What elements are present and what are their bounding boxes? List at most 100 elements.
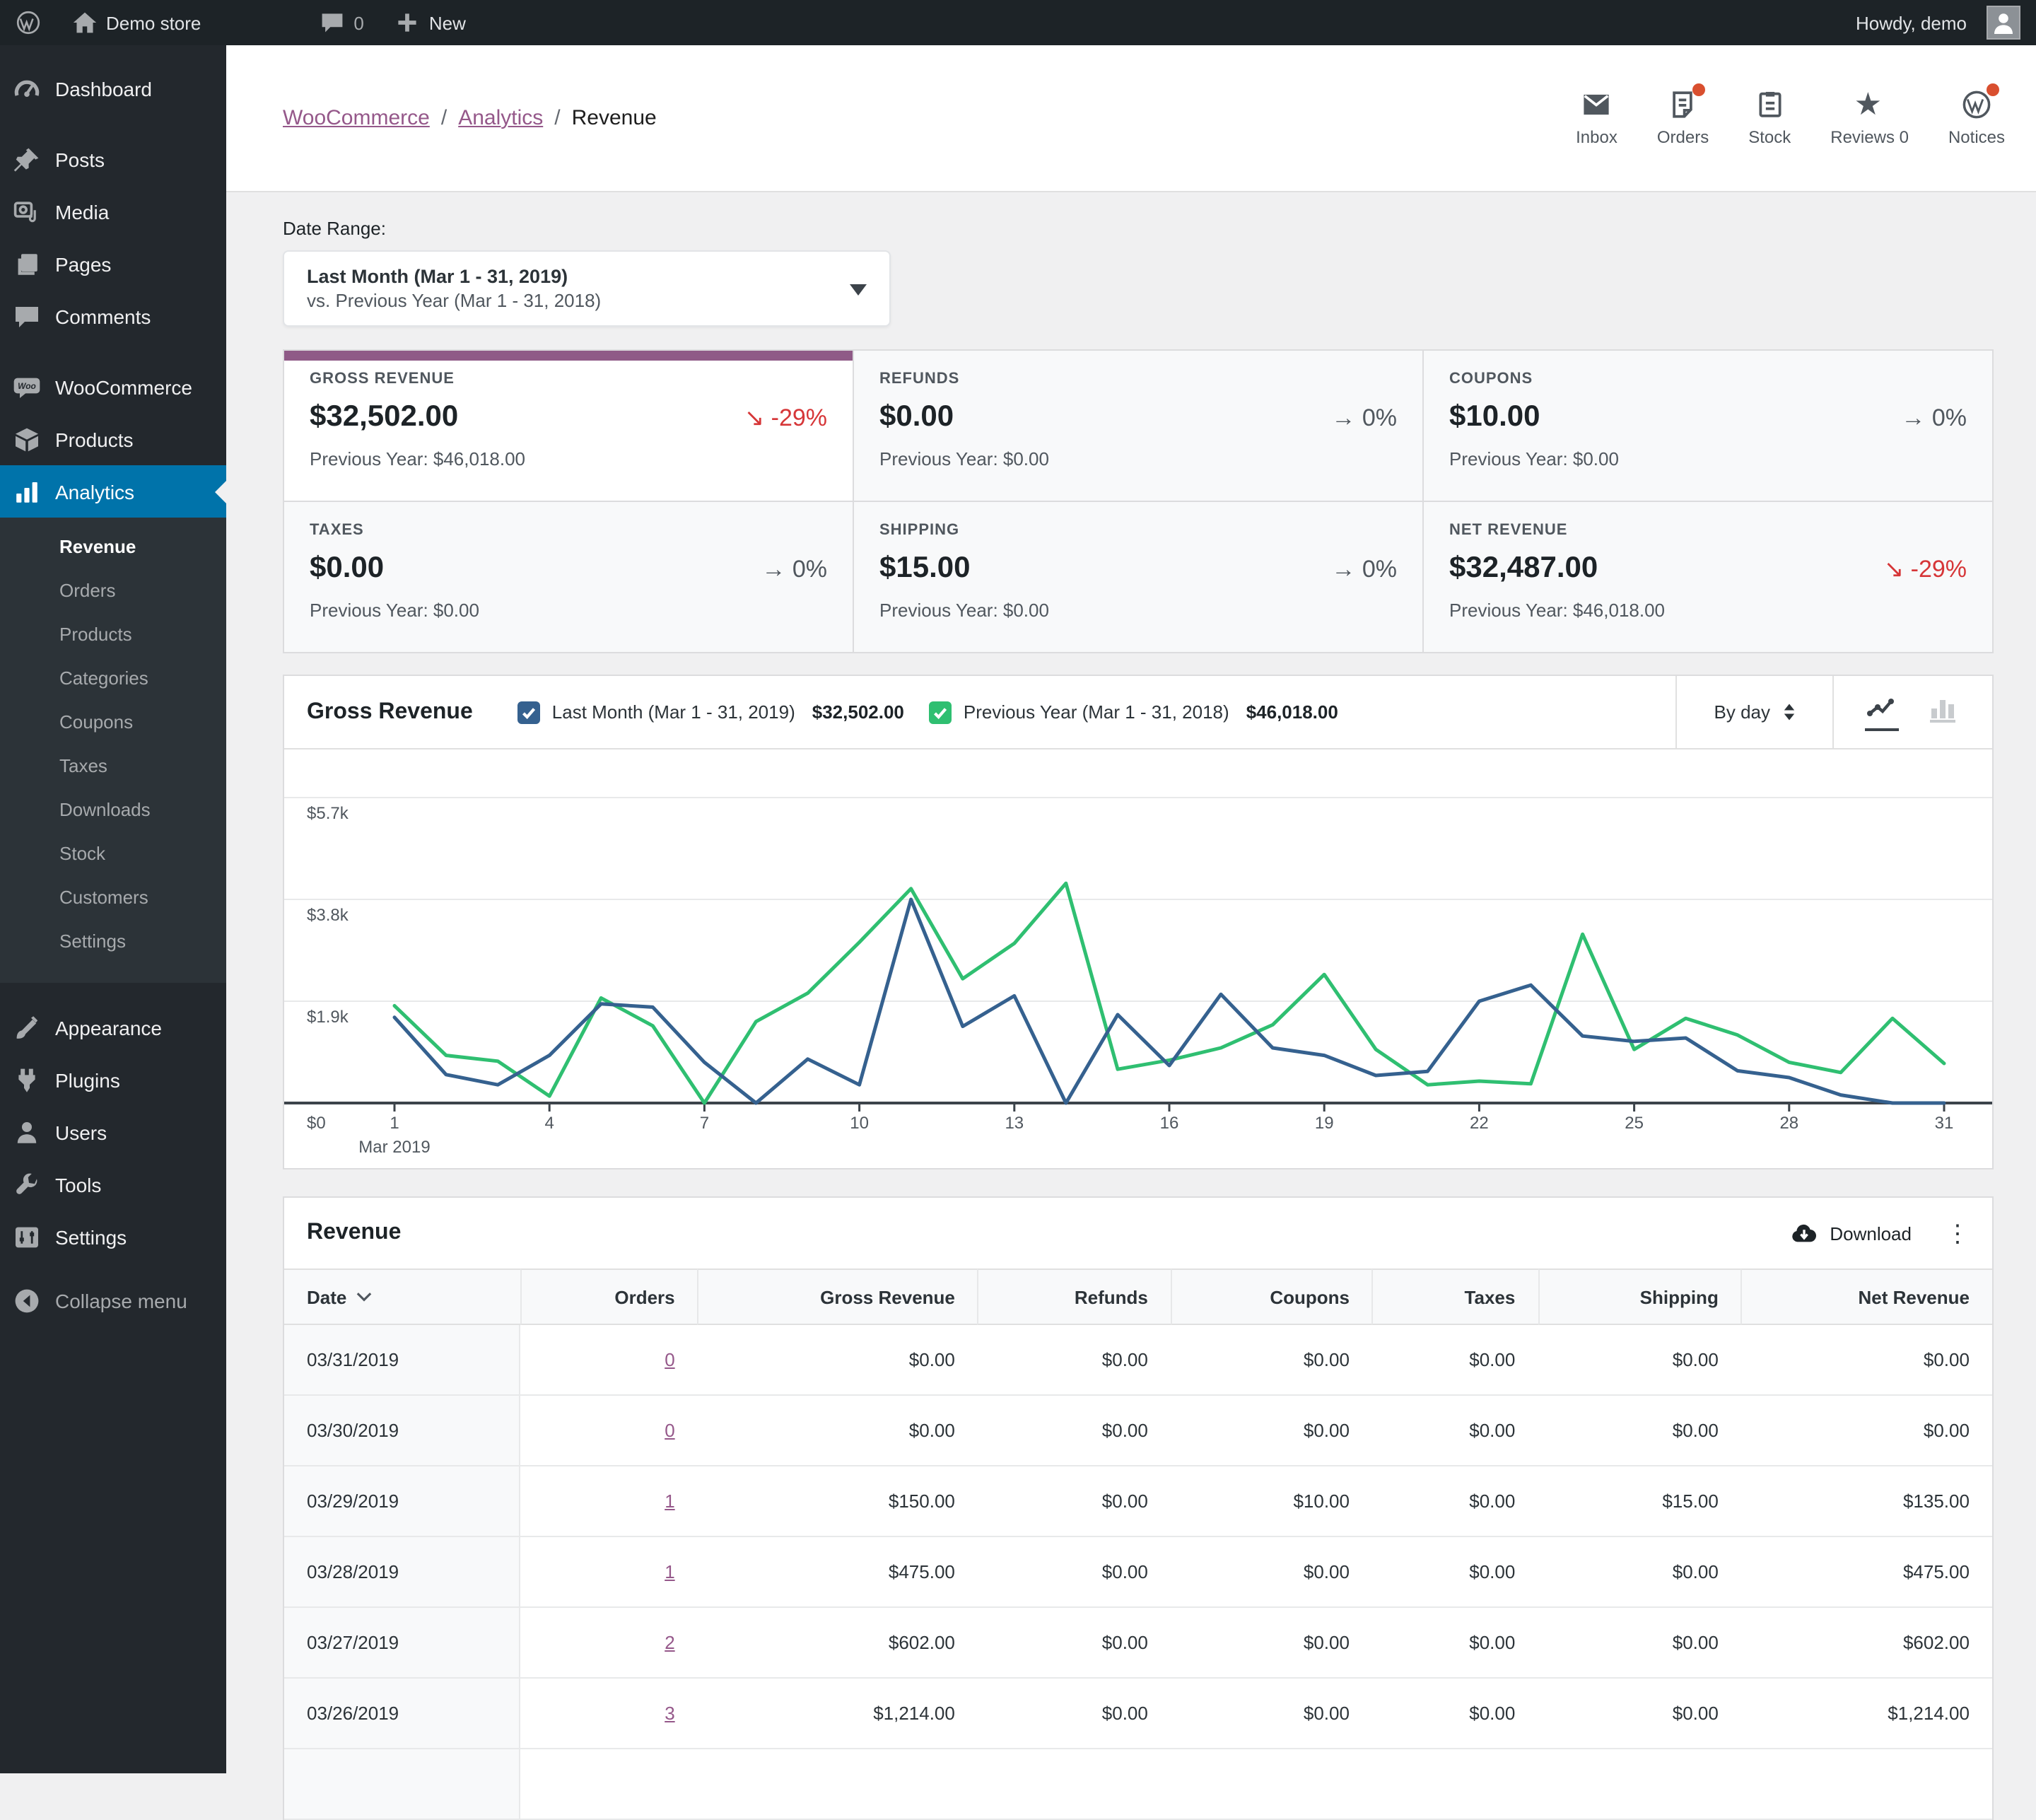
checkbox-checked-icon[interactable] bbox=[929, 701, 952, 723]
column-header-refunds[interactable]: Refunds bbox=[977, 1268, 1171, 1325]
svg-text:22: 22 bbox=[1470, 1114, 1489, 1133]
legend-previous-year[interactable]: Previous Year (Mar 1 - 31, 2018) $46,018.… bbox=[929, 701, 1338, 723]
download-button[interactable]: Download bbox=[1790, 1219, 1912, 1247]
sidebar-subitem-downloads[interactable]: Downloads bbox=[59, 799, 151, 820]
bar-chart-toggle[interactable] bbox=[1927, 693, 1961, 731]
cell-date: 03/27/2019 bbox=[284, 1608, 520, 1679]
svg-text:7: 7 bbox=[700, 1114, 709, 1133]
sidebar-item-settings[interactable]: Settings bbox=[0, 1211, 226, 1263]
column-header-coupons[interactable]: Coupons bbox=[1170, 1268, 1372, 1325]
pages-icon bbox=[13, 250, 41, 278]
sidebar-subitem-orders[interactable]: Orders bbox=[59, 580, 116, 601]
cell-shipping: $0.00 bbox=[1538, 1325, 1741, 1396]
tile-coupons[interactable]: COUPONS $10.00 → 0% Previous Year: $0.00 bbox=[1424, 351, 1992, 501]
cell-shipping: $0.00 bbox=[1538, 1679, 1741, 1749]
sidebar-item-posts[interactable]: Posts bbox=[0, 133, 226, 185]
tile-value: $0.00 bbox=[310, 552, 385, 584]
cell-refunds: $0.00 bbox=[977, 1608, 1171, 1679]
sidebar-subitem-revenue[interactable]: Revenue bbox=[59, 536, 136, 557]
interval-label: By day bbox=[1714, 701, 1771, 723]
wp-logo-menu[interactable] bbox=[0, 0, 57, 45]
collapse-menu-button[interactable]: Collapse menu bbox=[0, 1274, 226, 1326]
woocommerce-analytics-revenue-page: Demo store 0 New Howdy, demo Dashboard Po… bbox=[0, 0, 2036, 1773]
reviews-icon: ★ bbox=[1854, 86, 1883, 122]
tile-net-revenue[interactable]: NET REVENUE $32,487.00 ↘ -29% Previous Year… bbox=[1424, 502, 1992, 652]
column-header-net-revenue[interactable]: Net Revenue bbox=[1740, 1268, 1992, 1325]
header-action-reviews-0[interactable]: ★ Reviews 0 bbox=[1830, 86, 1909, 147]
column-header-date[interactable]: Date bbox=[284, 1268, 520, 1325]
header-action-label: Notices bbox=[1948, 127, 2005, 147]
orders-count-link[interactable]: 1 bbox=[665, 1491, 675, 1512]
tile-label: NET REVENUE bbox=[1449, 522, 1568, 539]
sort-updown-icon bbox=[1783, 703, 1796, 721]
tile-gross-revenue[interactable]: GROSS REVENUE $32,502.00 ↘ -29% Previous Ye… bbox=[284, 351, 853, 501]
site-menu[interactable]: Demo store bbox=[57, 0, 216, 45]
sidebar-item-label: Settings bbox=[55, 1225, 127, 1248]
tile-refunds[interactable]: REFUNDS $0.00 → 0% Previous Year: $0.00 bbox=[854, 351, 1422, 501]
header-action-notices[interactable]: Notices bbox=[1948, 83, 2005, 147]
header-action-orders[interactable]: Orders bbox=[1657, 83, 1709, 147]
cell-taxes: $0.00 bbox=[1371, 1325, 1538, 1396]
checkbox-checked-icon[interactable] bbox=[517, 701, 541, 723]
sidebar-item-products[interactable]: Products bbox=[0, 413, 226, 465]
orders-count-link[interactable]: 0 bbox=[665, 1349, 675, 1370]
sidebar-subitem-taxes[interactable]: Taxes bbox=[59, 755, 107, 776]
column-header-orders[interactable]: Orders bbox=[520, 1268, 698, 1325]
breadcrumb-woocommerce[interactable]: WooCommerce bbox=[283, 106, 430, 130]
account-menu[interactable]: Howdy, demo bbox=[1840, 0, 2036, 45]
sidebar-subitem-categories[interactable]: Categories bbox=[59, 667, 148, 689]
comments-menu[interactable]: 0 bbox=[304, 0, 379, 45]
date-range-dropdown[interactable]: Last Month (Mar 1 - 31, 2019) vs. Previo… bbox=[283, 250, 891, 327]
interval-select[interactable]: By day bbox=[1675, 676, 1833, 748]
sidebar-subitem-customers[interactable]: Customers bbox=[59, 887, 148, 908]
sidebar-item-plugins[interactable]: Plugins bbox=[0, 1054, 226, 1106]
sidebar-item-comments[interactable]: Comments bbox=[0, 290, 226, 342]
orders-count-link[interactable]: 2 bbox=[665, 1632, 675, 1653]
cell-taxes: $0.00 bbox=[1371, 1396, 1538, 1466]
cell-taxes: $0.00 bbox=[1371, 1608, 1538, 1679]
cell-shipping: $15.00 bbox=[1538, 1466, 1741, 1537]
table-options-button[interactable]: ⋮ bbox=[1946, 1220, 1970, 1247]
orders-count-link[interactable]: 3 bbox=[665, 1703, 675, 1724]
sidebar-subitem-stock[interactable]: Stock bbox=[59, 843, 106, 864]
orders-count-link[interactable]: 1 bbox=[665, 1561, 675, 1582]
column-header-label: Gross Revenue bbox=[820, 1286, 955, 1307]
sidebar-subitem-settings[interactable]: Settings bbox=[59, 931, 126, 952]
sidebar-item-tools[interactable]: Tools bbox=[0, 1158, 226, 1211]
posts-icon bbox=[13, 145, 41, 173]
header-action-inbox[interactable]: Inbox bbox=[1576, 89, 1617, 147]
sidebar-item-analytics[interactable]: Analytics bbox=[0, 465, 226, 518]
legend-last-month[interactable]: Last Month (Mar 1 - 31, 2019) $32,502.00 bbox=[517, 701, 904, 723]
tile-shipping[interactable]: SHIPPING $15.00 → 0% Previous Year: $0.00 bbox=[854, 502, 1422, 652]
sidebar-item-appearance[interactable]: Appearance bbox=[0, 1001, 226, 1054]
sidebar-item-woocommerce[interactable]: Woo WooCommerce bbox=[0, 361, 226, 413]
collapse-arrow-icon bbox=[13, 1286, 41, 1314]
analytics-submenu: Revenue Orders Products Categories Coupons Ta… bbox=[0, 518, 226, 983]
tile-value: $10.00 bbox=[1449, 400, 1540, 433]
legend-series-label: Last Month (Mar 1 - 31, 2019) bbox=[551, 701, 795, 723]
cell-orders: 3 bbox=[520, 1679, 698, 1749]
column-header-shipping[interactable]: Shipping bbox=[1538, 1268, 1741, 1325]
line-chart-toggle[interactable] bbox=[1865, 693, 1899, 731]
svg-text:16: 16 bbox=[1160, 1114, 1179, 1133]
tile-label: TAXES bbox=[310, 522, 364, 539]
breadcrumb-analytics[interactable]: Analytics bbox=[458, 106, 544, 130]
sidebar-item-users[interactable]: Users bbox=[0, 1106, 226, 1158]
column-header-taxes[interactable]: Taxes bbox=[1371, 1268, 1538, 1325]
sidebar-subitem-coupons[interactable]: Coupons bbox=[59, 711, 134, 733]
tile-taxes[interactable]: TAXES $0.00 → 0% Previous Year: $0.00 bbox=[284, 502, 853, 652]
comments-count: 0 bbox=[353, 12, 364, 33]
cell-date: 03/31/2019 bbox=[284, 1325, 520, 1396]
cell-gross-revenue: $1,214.00 bbox=[697, 1679, 978, 1749]
sidebar-item-dashboard[interactable]: Dashboard bbox=[0, 62, 226, 115]
orders-count-link[interactable]: 0 bbox=[665, 1420, 675, 1441]
cell-orders: 1 bbox=[520, 1537, 698, 1608]
wordpress-logo-icon bbox=[16, 10, 41, 35]
sidebar-subitem-products[interactable]: Products bbox=[59, 624, 132, 645]
header-action-stock[interactable]: Stock bbox=[1748, 89, 1791, 147]
sidebar-item-pages[interactable]: Pages bbox=[0, 238, 226, 290]
sidebar-item-media[interactable]: Media bbox=[0, 185, 226, 238]
sidebar-item-label: Appearance bbox=[55, 1016, 163, 1039]
new-content-menu[interactable]: New bbox=[380, 0, 481, 45]
column-header-gross-revenue[interactable]: Gross Revenue bbox=[697, 1268, 978, 1325]
